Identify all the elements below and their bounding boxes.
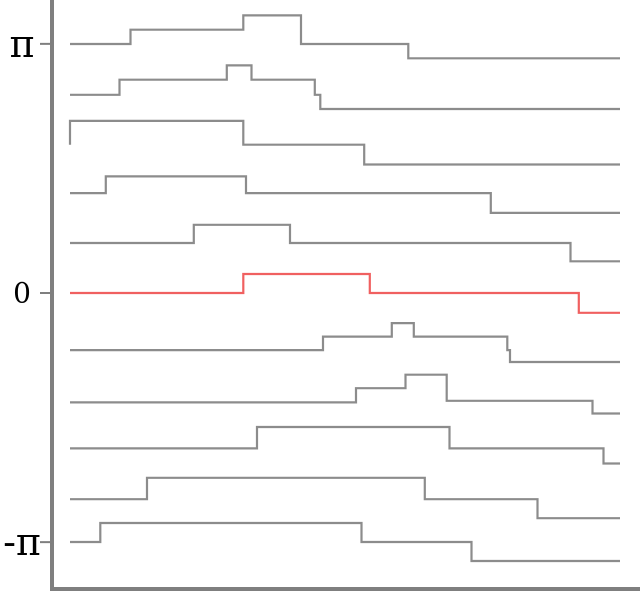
series-line-4 <box>70 175 620 214</box>
series-layer <box>68 14 620 563</box>
axes-layer <box>50 0 640 591</box>
series-line-9 <box>70 425 620 465</box>
series-line-7 <box>70 322 620 364</box>
y-tick-label: 0 <box>13 277 31 310</box>
series-line-2 <box>70 64 620 111</box>
y-tick-label: π <box>10 22 35 66</box>
highlighted-series-line <box>70 272 620 314</box>
series-line-8 <box>70 373 620 415</box>
series-line-11 <box>70 521 620 563</box>
series-line-10 <box>70 476 620 520</box>
series-line-5 <box>70 223 620 263</box>
tick-layer: π 0 -π <box>3 22 52 564</box>
y-tick-label: -π <box>3 520 41 564</box>
series-line-1 <box>70 14 620 60</box>
series-line-3 <box>68 119 620 166</box>
